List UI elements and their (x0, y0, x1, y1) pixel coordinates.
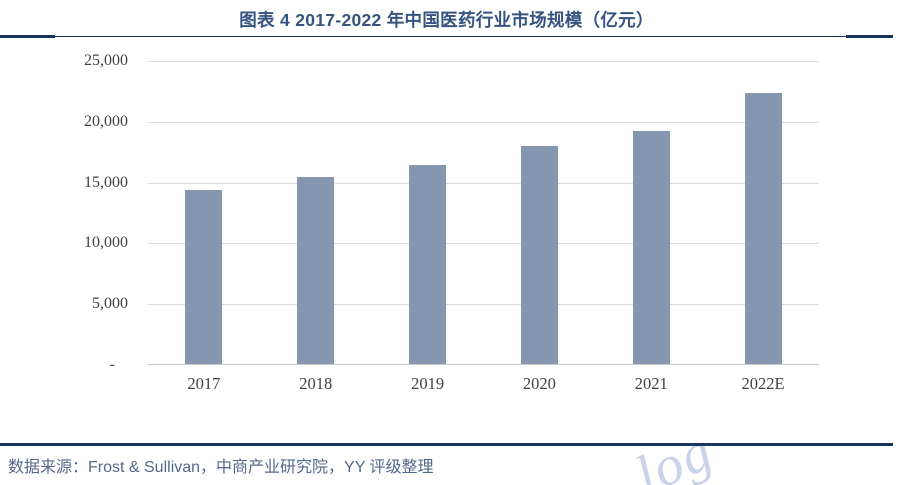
x-axis-label-2021: 2021 (634, 374, 668, 393)
x-axis-label-2022E: 2022E (741, 374, 785, 393)
header-rule-right-cap (846, 35, 893, 38)
y-axis-label-5000: 5,000 (92, 295, 128, 313)
bar-2019 (409, 164, 447, 364)
y-axis-label-20000: 20,000 (84, 112, 128, 130)
bar-2018 (297, 177, 335, 364)
chart-title: 图表 4 2017-2022 年中国医药行业市场规模（亿元） (239, 10, 654, 30)
header-rule-left-cap (0, 35, 55, 38)
bar-2022E (744, 92, 782, 364)
y-axis-label-25000: 25,000 (84, 52, 128, 69)
y-axis-label-15000: 15,000 (84, 173, 128, 191)
watermark-logo: log (626, 419, 723, 485)
data-source-text: 数据来源：Frost & Sullivan，中商产业研究院，YY 评级整理 (8, 459, 434, 476)
footer-rule (0, 443, 893, 446)
x-axis-label-2017: 2017 (187, 374, 221, 393)
gridline-15000 (148, 182, 819, 184)
bar-2017 (185, 190, 223, 364)
gridline-5000 (148, 304, 819, 306)
gridline-20000 (148, 121, 819, 123)
x-axis-label-2018: 2018 (299, 374, 333, 393)
x-axis-line (148, 364, 819, 365)
x-axis-label-2020: 2020 (522, 374, 556, 393)
gridline-25000 (148, 61, 819, 62)
y-axis-label-0: - (109, 356, 115, 373)
x-axis-label-2019: 2019 (411, 374, 445, 393)
bar-2021 (632, 130, 670, 364)
header-rule (0, 36, 893, 37)
y-axis: 25,000 20,000 15,000 10,000 5,000 - (40, 52, 128, 373)
gridline-10000 (148, 243, 819, 245)
x-axis: 2017 2018 2019 2020 2021 2022E (148, 373, 819, 395)
plot-area (148, 61, 819, 365)
bar-2020 (520, 146, 558, 364)
y-axis-label-10000: 10,000 (84, 234, 128, 252)
